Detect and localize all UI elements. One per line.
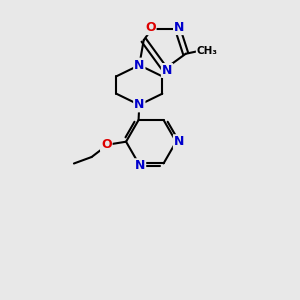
- Text: N: N: [134, 98, 145, 111]
- Text: O: O: [145, 21, 156, 34]
- Text: N: N: [162, 64, 172, 77]
- Text: O: O: [101, 138, 112, 151]
- Text: N: N: [134, 58, 145, 72]
- Text: N: N: [174, 21, 184, 34]
- Text: CH₃: CH₃: [197, 46, 218, 56]
- Text: N: N: [174, 135, 184, 148]
- Text: N: N: [135, 159, 145, 172]
